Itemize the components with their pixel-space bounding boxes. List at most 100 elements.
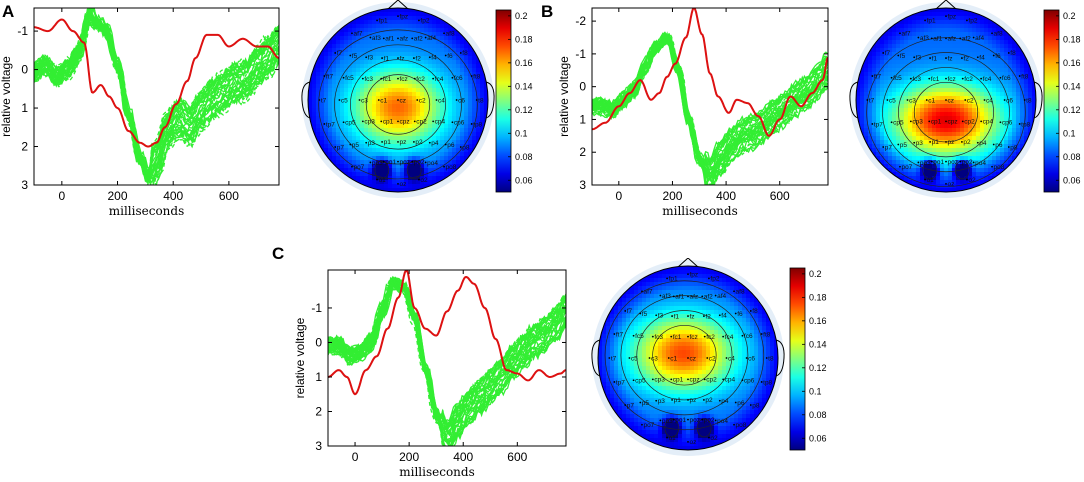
electrode-label-f7: f7 bbox=[627, 308, 633, 315]
electrode-dot bbox=[671, 399, 673, 401]
electrode-label-po7: po7 bbox=[353, 164, 364, 171]
electrode-dot bbox=[983, 99, 986, 101]
electrode-label-cz: cz bbox=[948, 97, 955, 104]
electrode-label-cp1: cp1 bbox=[673, 377, 684, 384]
electrode-label-cp6: cp6 bbox=[744, 378, 755, 385]
electrode-dot bbox=[639, 312, 642, 315]
x-axis-label: milliseconds bbox=[399, 465, 475, 479]
green-trace bbox=[592, 35, 828, 176]
electrode-dot bbox=[349, 54, 352, 57]
electrode-dot bbox=[608, 357, 611, 359]
electrode-dot bbox=[641, 290, 643, 293]
electrode-label-po7: po7 bbox=[643, 422, 654, 429]
electrode-label-af7: af7 bbox=[643, 289, 652, 296]
electrode-dot bbox=[428, 141, 431, 144]
electrode-label-cz: cz bbox=[400, 97, 407, 104]
electrode-dot bbox=[687, 295, 689, 298]
y-tick-label: -1 bbox=[17, 24, 28, 38]
green-trace bbox=[34, 18, 279, 185]
electrode-dot bbox=[380, 120, 383, 123]
electrode-label-f1: f1 bbox=[674, 313, 680, 320]
electrode-label-f2: f2 bbox=[963, 55, 969, 62]
electrode-dot bbox=[639, 401, 642, 404]
electrode-label-oz: oz bbox=[948, 181, 955, 188]
axis-frame bbox=[591, 7, 829, 186]
electrode-label-po4: po4 bbox=[427, 160, 438, 167]
electrode-label-o2: o2 bbox=[968, 177, 976, 184]
electrode-dot bbox=[376, 178, 378, 181]
electrode-label-cp2: cp2 bbox=[706, 377, 717, 384]
electrode-label-af7: af7 bbox=[353, 31, 362, 38]
electrode-dot bbox=[749, 404, 752, 406]
electrode-dot bbox=[928, 77, 931, 80]
electrode-label-t8: t8 bbox=[478, 97, 484, 104]
electrode-dot bbox=[992, 54, 995, 57]
electrode-dot bbox=[906, 99, 909, 101]
electrode-dot bbox=[959, 37, 962, 40]
electrode-label-po4: po4 bbox=[717, 418, 728, 425]
electrode-dot bbox=[470, 123, 473, 125]
green-trace bbox=[328, 281, 566, 444]
green-trace bbox=[34, 8, 279, 177]
y-tick-label: -1 bbox=[575, 47, 586, 61]
electrode-dot bbox=[980, 77, 983, 80]
electrode-label-fpz: fpz bbox=[400, 13, 409, 20]
electrode-label-p2: p2 bbox=[415, 139, 423, 146]
electrode-dot bbox=[671, 315, 673, 317]
electrode-label-p2: p2 bbox=[963, 139, 971, 146]
right-ear bbox=[485, 81, 495, 119]
electrode-dot bbox=[961, 141, 963, 143]
colorbar-tick-label: 0.1 bbox=[1063, 128, 1076, 138]
electrode-label-c1: c1 bbox=[670, 355, 677, 362]
electrode-dot bbox=[451, 121, 454, 124]
left-ear bbox=[849, 81, 859, 119]
contour-line bbox=[696, 418, 712, 438]
electrode-label-o1: o1 bbox=[379, 177, 387, 184]
green-trace bbox=[592, 40, 828, 185]
electrode-dot bbox=[659, 419, 662, 422]
electrode-label-fc5: fc5 bbox=[893, 75, 902, 82]
electrode-label-c5: c5 bbox=[889, 97, 896, 104]
y-tick-label: -2 bbox=[575, 14, 586, 28]
erp-line-plot-c: 0 200 400 600 -1 0 1 2 3 milliseconds relative vol… bbox=[293, 269, 567, 479]
electrode-label-af8: af8 bbox=[994, 31, 1003, 38]
y-tick-label: 1 bbox=[315, 370, 322, 384]
electrode-label-po1: po1 bbox=[933, 159, 944, 166]
electrode-label-cp6: cp6 bbox=[454, 120, 465, 127]
green-traces bbox=[34, 8, 279, 185]
electrode-label-tp7: tp7 bbox=[616, 379, 625, 386]
x-axis-label: milliseconds bbox=[662, 204, 738, 218]
contour-line bbox=[604, 280, 765, 431]
electrode-dot bbox=[641, 423, 643, 426]
electrode-dot bbox=[725, 357, 728, 359]
green-traces bbox=[328, 275, 566, 446]
electrode-dot bbox=[418, 19, 420, 22]
electrode-dot bbox=[972, 36, 975, 39]
electrode-dot bbox=[741, 334, 744, 337]
electrode-dot bbox=[913, 56, 916, 59]
contour-line bbox=[374, 160, 390, 180]
electrode-label-po4: po4 bbox=[975, 160, 986, 167]
electrode-dot bbox=[972, 161, 975, 164]
electrode-label-cp3: cp3 bbox=[912, 119, 923, 126]
y-axis-label: relative voltage bbox=[0, 56, 13, 137]
colorbar-tick-label: 0.2 bbox=[1063, 11, 1076, 21]
y-tick-label: 0 bbox=[315, 335, 322, 349]
nose bbox=[677, 258, 699, 268]
colorbar-tick-label: 0.12 bbox=[1063, 105, 1081, 115]
colorbar-gradient bbox=[789, 267, 806, 451]
electrode-label-cpz: cpz bbox=[400, 119, 410, 126]
electrode-label-o2: o2 bbox=[710, 435, 718, 442]
electrode-dot bbox=[397, 57, 399, 59]
colorbar-tick-label: 0.16 bbox=[515, 58, 533, 68]
electrode-label-tp8: tp8 bbox=[763, 379, 772, 386]
electrode-dot bbox=[734, 312, 737, 315]
electrode-label-po3: po3 bbox=[920, 160, 931, 167]
electrode-label-f5: f5 bbox=[900, 53, 906, 60]
electrode-dot bbox=[976, 56, 979, 59]
colorbar-tick-label: 0.1 bbox=[809, 386, 822, 396]
electrode-label-af3: af3 bbox=[920, 35, 929, 42]
x-tick-label: 400 bbox=[453, 450, 473, 464]
x-tick-label: 0 bbox=[58, 189, 65, 203]
electrode-label-p3: p3 bbox=[916, 140, 924, 147]
